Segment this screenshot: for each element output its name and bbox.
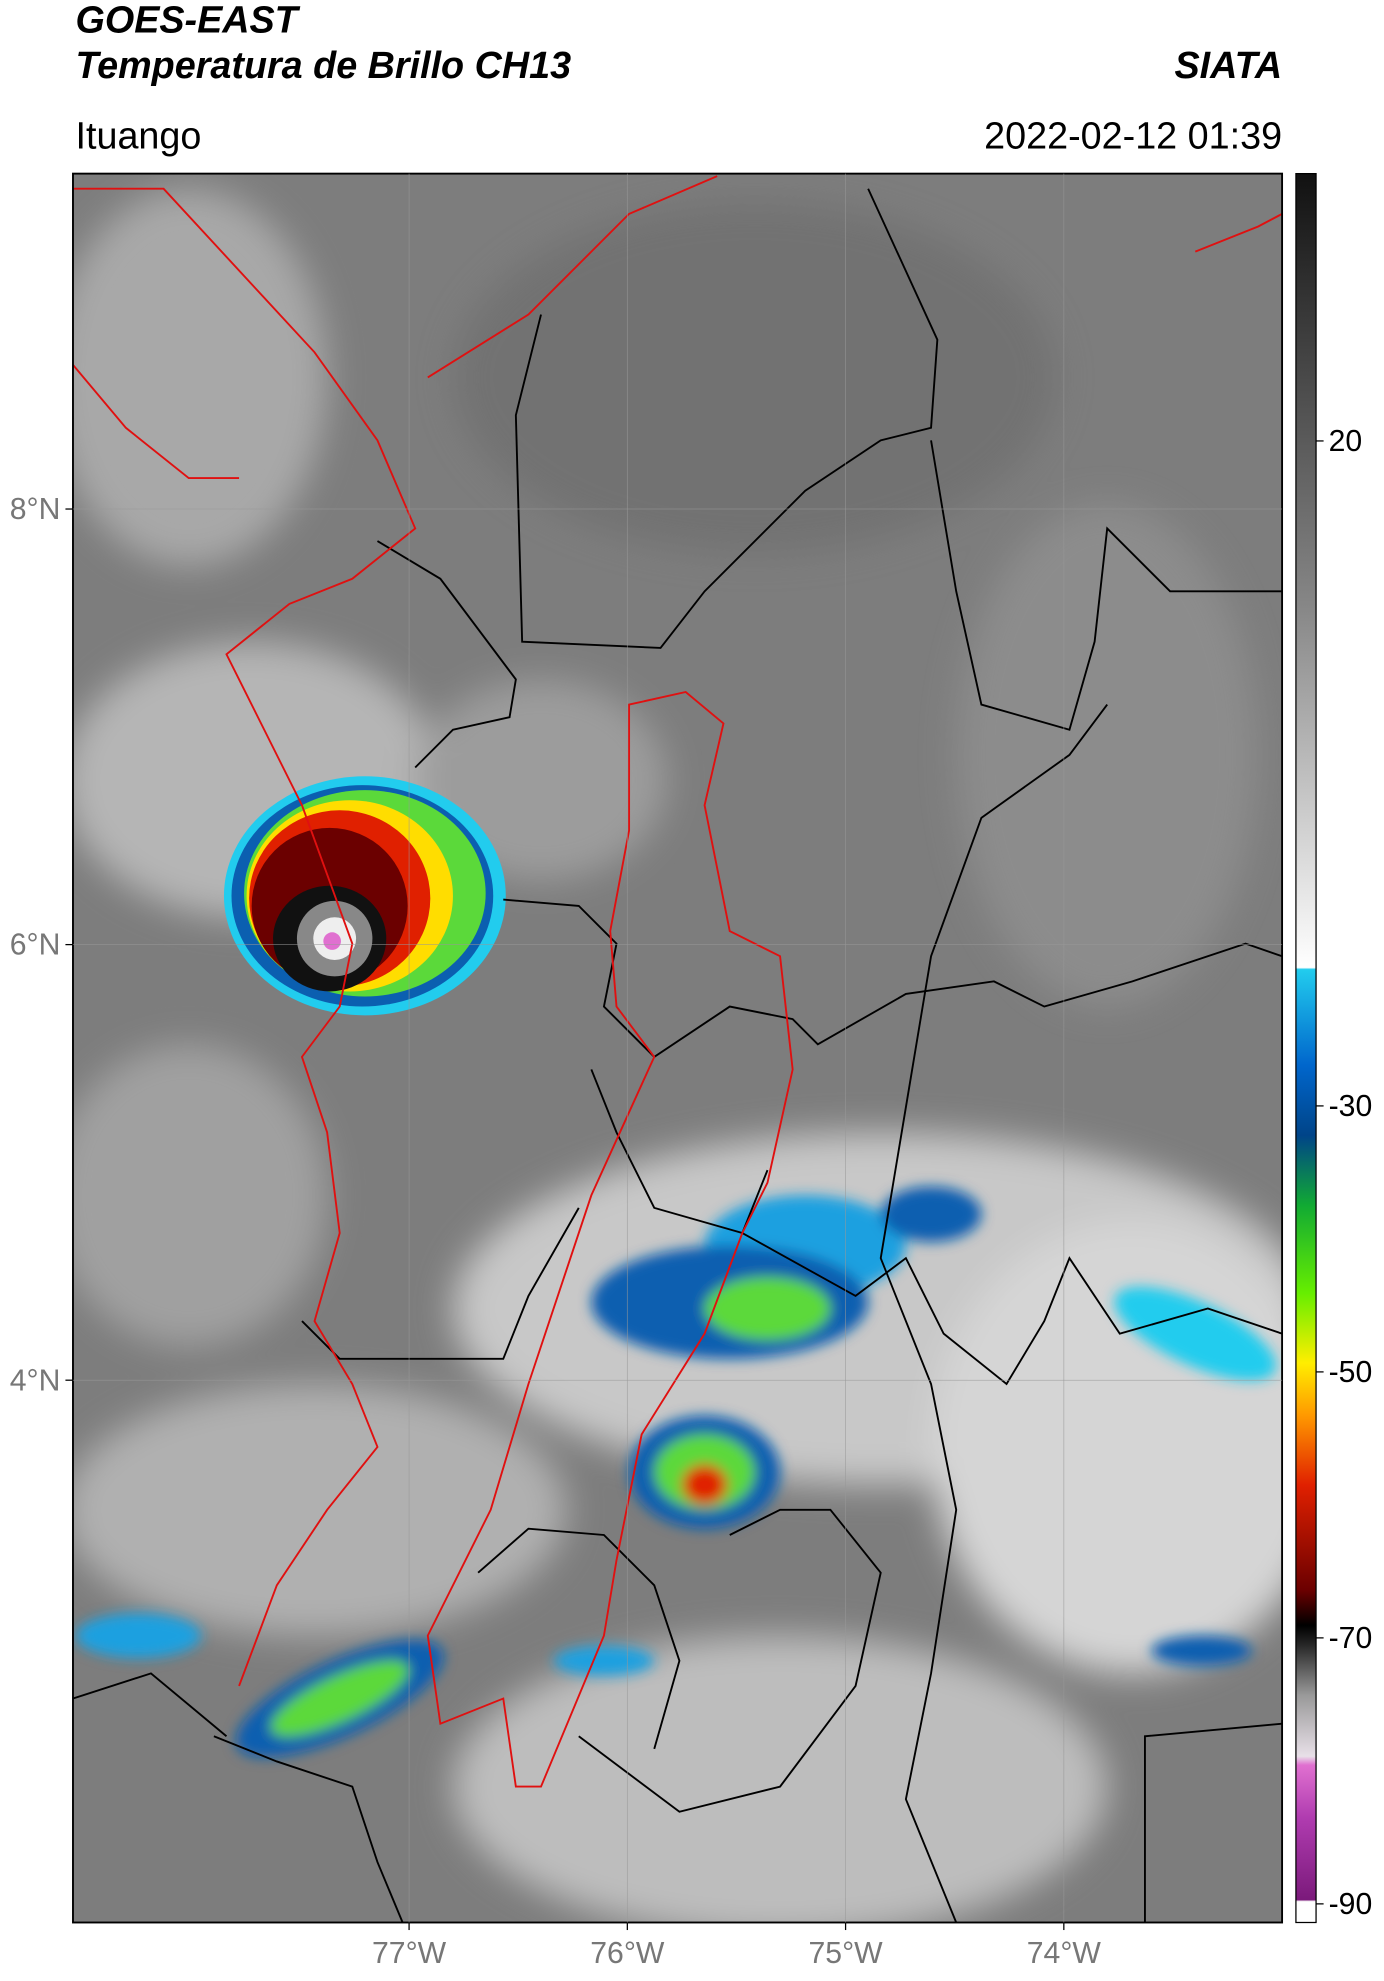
y-tick-label: 8°N [10, 493, 61, 526]
agency: SIATA [1174, 44, 1282, 86]
colorbar-tick-label: -30 [1329, 1090, 1373, 1123]
map-frame [72, 172, 1284, 1924]
title: GOES-EAST [75, 0, 300, 41]
x-tick-label: 75°W [809, 1937, 884, 1970]
colorbar-tick-label: -90 [1329, 1888, 1373, 1921]
location: Ituango [75, 114, 201, 156]
storm [223, 776, 506, 1016]
coast-and-region [72, 175, 1283, 1788]
subtitle: Temperatura de Brillo CH13 [75, 44, 571, 86]
colorbar-tick-label: 20 [1329, 425, 1363, 458]
colorbar-tick-label: -50 [1329, 1356, 1373, 1389]
datetime: 2022-02-12 01:39 [984, 114, 1282, 156]
x-tick-label: 77°W [372, 1937, 447, 1970]
satellite-image [72, 173, 1283, 1923]
x-tick-label: 76°W [590, 1937, 665, 1970]
x-tick-label: 74°W [1027, 1937, 1102, 1970]
y-tick-label: 4°N [10, 1364, 61, 1397]
colorbar-tick-label: -70 [1329, 1622, 1373, 1655]
borders [72, 188, 1283, 1923]
colorbar [1295, 172, 1317, 1924]
y-tick-label: 6°N [10, 929, 61, 962]
